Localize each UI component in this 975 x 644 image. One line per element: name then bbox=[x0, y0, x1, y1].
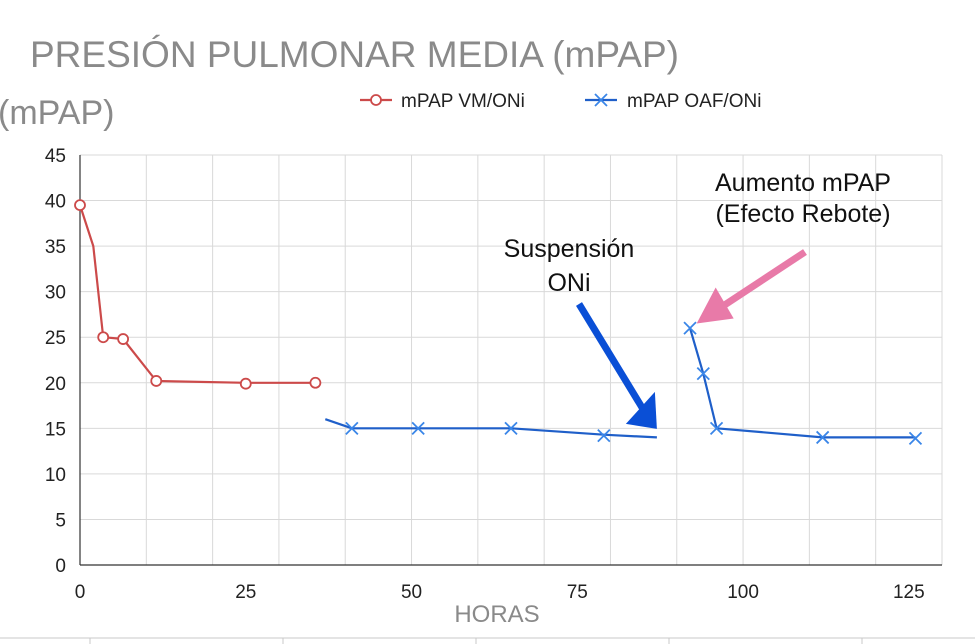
data-point-oaf bbox=[504, 421, 518, 435]
annotation-rebote-arrow-shaft bbox=[718, 249, 807, 311]
axes bbox=[79, 155, 942, 566]
legend: mPAP VM/ONi mPAP OAF/ONi bbox=[360, 91, 761, 112]
x-tick-label: 75 bbox=[567, 582, 588, 603]
annotations: Suspensión ONi Aumento mPAP (Efecto Rebote) bbox=[504, 169, 891, 429]
y-tick-label: 45 bbox=[45, 146, 66, 167]
legend-label-oaf: mPAP OAF/ONi bbox=[627, 91, 761, 112]
x-tick-label: 25 bbox=[235, 582, 256, 603]
legend-label-vm: mPAP VM/ONi bbox=[401, 91, 525, 112]
legend-marker-vm bbox=[370, 94, 382, 106]
y-tick-label: 20 bbox=[45, 374, 66, 395]
data-point-oaf bbox=[597, 428, 611, 443]
x-axis-label: HORAS bbox=[454, 601, 539, 628]
annotation-rebote-line2: (Efecto Rebote) bbox=[715, 200, 890, 228]
annotation-suspension-line1: Suspensión bbox=[504, 235, 635, 263]
data-point-oaf bbox=[411, 421, 425, 435]
data-point-oaf bbox=[683, 321, 697, 335]
data-point-vm bbox=[150, 375, 163, 387]
chart-title-suffix: (mPAP) bbox=[552, 34, 679, 75]
annotation-suspension-line2: ONi bbox=[547, 269, 590, 297]
x-tick-label: 125 bbox=[893, 582, 925, 603]
y-axis-label: (mPAP) bbox=[0, 94, 114, 132]
y-tick-label: 10 bbox=[45, 465, 66, 486]
chart-title-main: PRESIÓN PULMONAR MEDIA bbox=[30, 34, 544, 75]
data-point-oaf bbox=[816, 430, 830, 445]
data-point-vm bbox=[74, 199, 86, 212]
tick-labels: 0 5 10 15 20 25 30 35 40 45 0 25 50 75 100 125 bbox=[45, 146, 925, 603]
y-tick-label: 15 bbox=[45, 419, 66, 440]
y-tick-label: 40 bbox=[45, 192, 66, 213]
data-point-vm bbox=[117, 333, 129, 345]
y-tick-label: 5 bbox=[55, 510, 66, 531]
chart-title-text: PRESIÓN PULMONAR MEDIA (mPAP) bbox=[30, 34, 679, 75]
annotation-suspension-arrow-head bbox=[625, 391, 657, 429]
y-tick-label: 30 bbox=[45, 283, 66, 304]
legend-marker-oaf bbox=[594, 93, 608, 107]
y-tick-label: 35 bbox=[45, 237, 66, 258]
chart-title: PRESIÓN PULMONAR MEDIA (mPAP) bbox=[30, 34, 679, 75]
annotation-suspension-arrow-shaft bbox=[576, 302, 646, 411]
annotation-rebote-line1: Aumento mPAP bbox=[715, 169, 891, 197]
x-tick-label: 0 bbox=[75, 582, 86, 603]
annotation-rebote-arrow-head bbox=[696, 287, 734, 324]
data-point-oaf bbox=[908, 431, 923, 445]
y-tick-label: 0 bbox=[55, 556, 66, 577]
x-tick-label: 50 bbox=[401, 582, 422, 603]
y-tick-label: 25 bbox=[45, 328, 66, 349]
data-point-vm bbox=[239, 377, 252, 390]
bottom-frame bbox=[0, 637, 975, 644]
data-point-oaf bbox=[709, 421, 724, 435]
data-point-oaf bbox=[696, 367, 710, 381]
grid bbox=[80, 154, 943, 565]
data-point-vm bbox=[309, 376, 322, 389]
series bbox=[74, 199, 923, 445]
x-tick-label: 100 bbox=[727, 582, 759, 603]
data-point-oaf bbox=[345, 421, 359, 435]
data-point-vm bbox=[97, 331, 110, 344]
series-line-vm bbox=[78, 204, 316, 384]
